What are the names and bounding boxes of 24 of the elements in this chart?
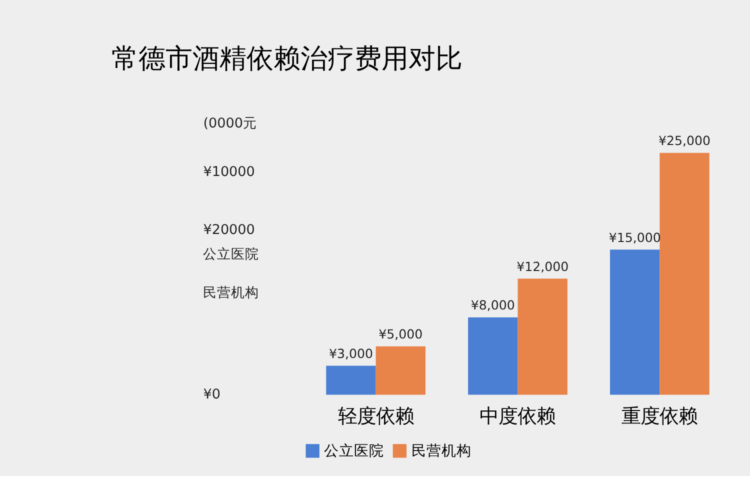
x-tick-label: 中度依赖 [480, 404, 556, 428]
x-tick-label: 重度依赖 [622, 404, 698, 428]
data-label: ¥15,000 [608, 230, 661, 245]
text: ¥10000 [203, 164, 255, 180]
text: (0000元 [203, 116, 257, 132]
bar [376, 346, 426, 395]
legend-label: 民营机构 [411, 442, 472, 460]
text: ¥20000 [203, 222, 255, 238]
x-tick-label: 轻度依赖 [338, 404, 414, 428]
legend-label: 公立医院 [324, 442, 384, 460]
bar [468, 317, 518, 395]
text: 公立医院 [203, 246, 260, 262]
text: ¥0 [203, 386, 220, 403]
bar [326, 366, 376, 395]
data-label: ¥12,000 [516, 258, 569, 274]
bar [610, 250, 660, 395]
bar [660, 152, 710, 395]
chart-title: 常德市酒精依赖治疗费用对比 [111, 44, 462, 75]
data-label: ¥5,000 [378, 326, 423, 342]
data-label: ¥25,000 [658, 133, 711, 148]
data-label: ¥8,000 [470, 298, 515, 313]
text: 民营机构 [203, 285, 260, 302]
bar [518, 278, 568, 395]
data-label: ¥3,000 [328, 346, 373, 361]
